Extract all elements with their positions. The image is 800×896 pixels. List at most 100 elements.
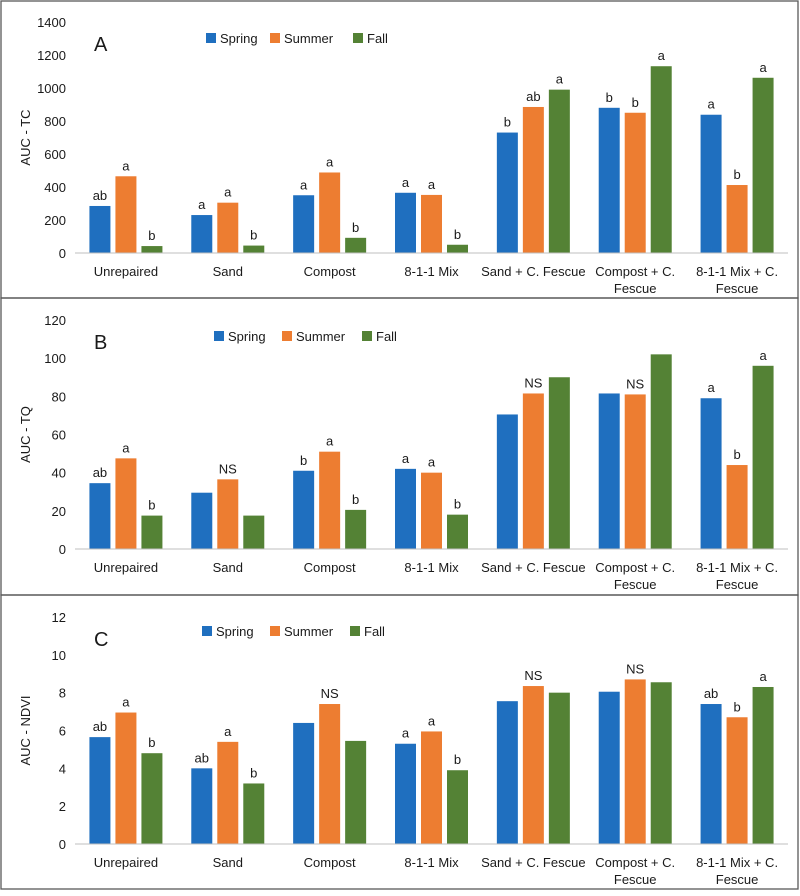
panel-a-bar-spring [89, 205, 111, 253]
panel-c-category-label: Compost [304, 855, 356, 870]
panel-a-category-label: Fescue [614, 281, 657, 296]
panel-a-category-label: Sand + C. Fescue [481, 264, 585, 279]
panel-c-ytick-label: 8 [59, 686, 66, 701]
panel-a-legend-swatch-spring [206, 33, 216, 43]
panel-b-bar-summer [217, 479, 239, 549]
panel-c-sig-label: NS [524, 668, 542, 683]
panel-a-sig-label: ab [93, 188, 107, 203]
panel-b-letter: B [94, 332, 107, 354]
panel-a-sig-label: b [733, 167, 740, 182]
panel-a-ytick-label: 1000 [37, 81, 66, 96]
panel-a-category-label: Compost + C. [595, 264, 675, 279]
panel-a-bar-summer [217, 202, 239, 253]
panel-a-sig-label: a [326, 154, 334, 169]
panel-a-bar-fall [548, 89, 570, 254]
panel-b-ytick-label: 40 [52, 466, 66, 481]
panel-b-legend-swatch-summer [282, 331, 292, 341]
panel-a-legend-label-spring: Spring [220, 31, 258, 46]
panel-b-legend-label-summer: Summer [296, 329, 346, 344]
panel-b-bar-summer [115, 458, 137, 549]
panel-c-category-label: Sand [213, 855, 243, 870]
panel-b-sig-label: ab [93, 465, 107, 480]
panel-c-sig-label: b [454, 752, 461, 767]
panel-c-ytick-label: 10 [52, 648, 66, 663]
panel-b-sig-label: NS [626, 376, 644, 391]
panel-c-bar-fall [345, 740, 367, 844]
panel-b-bar-summer [319, 451, 341, 549]
panel-a-ytick-label: 1200 [37, 48, 66, 63]
panel-c-sig-label: ab [195, 750, 209, 765]
panel-a-sig-label: b [148, 228, 155, 243]
panel-b-category-label: Compost [304, 560, 356, 575]
panel-b-sig-label: b [733, 447, 740, 462]
panel-b-ytick-label: 80 [52, 389, 66, 404]
panel-b-bar-fall [650, 354, 672, 549]
panel-b-ytick-label: 0 [59, 542, 66, 557]
panel-a-sig-label: b [504, 115, 511, 130]
panel-b-category-label: Sand [213, 560, 243, 575]
panel-a-category-label: 8-1-1 Mix [404, 264, 459, 279]
panel-b-ytick-label: 100 [44, 351, 66, 366]
panel-a-sig-label: a [428, 177, 436, 192]
panel-c-sig-label: NS [321, 686, 339, 701]
panel-b-legend-swatch-spring [214, 331, 224, 341]
panel-c-sig-label: a [402, 726, 410, 741]
panel-b-sig-label: b [300, 453, 307, 468]
panel-a-category-label: Sand [213, 264, 243, 279]
panel-a-category-label: Fescue [716, 281, 759, 296]
panel-a-category-label: Compost [304, 264, 356, 279]
panel-c-sig-label: ab [704, 686, 718, 701]
panel-a-bar-fall [650, 66, 672, 253]
panel-c-legend-label-fall: Fall [364, 624, 385, 639]
panel-a-bar-fall [447, 244, 468, 253]
panel-b-legend-swatch-fall [362, 331, 372, 341]
panel-b-bar-summer [421, 472, 442, 549]
panel-c-ytick-label: 2 [59, 799, 66, 814]
panel-b-sig-label: a [326, 434, 334, 449]
panel-c-ytick-label: 4 [59, 761, 66, 776]
panel-c-bar-spring [89, 737, 111, 844]
panel-c-category-label: Fescue [716, 872, 759, 887]
panel-a-bar-summer [624, 112, 646, 253]
panel-c-bar-fall [548, 692, 570, 844]
panel-a-sig-label: b [250, 228, 257, 243]
panel-b-bar-spring [598, 393, 620, 549]
panel-a-ytick-label: 800 [44, 114, 66, 129]
panel-b-legend-label-spring: Spring [228, 329, 266, 344]
panel-a-bar-spring [598, 107, 620, 253]
panel-a-sig-label: a [707, 97, 715, 112]
panel-b-category-label: Compost + C. [595, 560, 675, 575]
panel-b-category-label: Sand + C. Fescue [481, 560, 585, 575]
panel-c-bar-spring [293, 722, 315, 844]
panel-b-ytick-label: 20 [52, 504, 66, 519]
panel-b-category-label: Fescue [716, 577, 759, 592]
panel-a-sig-label: b [454, 227, 461, 242]
panel-b-bar-fall [548, 377, 570, 549]
panel-c-legend-swatch-spring [202, 626, 212, 636]
panel-b-category-label: 8-1-1 Mix [404, 560, 459, 575]
panel-c-sig-label: b [250, 765, 257, 780]
panel-b-ytick-label: 120 [44, 313, 66, 328]
panel-b-sig-label: NS [219, 461, 237, 476]
panel-c-category-label: Fescue [614, 872, 657, 887]
panel-a-bar-spring [496, 132, 518, 253]
panel-a-category-label: 8-1-1 Mix + C. [696, 264, 778, 279]
panel-c-ytick-label: 12 [52, 610, 66, 625]
panel-b-bar-fall [141, 515, 163, 549]
panel-b-bar-fall [243, 515, 265, 549]
panel-a-bar-summer [319, 172, 341, 253]
panel-c-ytick-label: 0 [59, 837, 66, 852]
panel-b-bar-spring [496, 414, 518, 549]
panel-a-legend-label-fall: Fall [367, 31, 388, 46]
panel-a-ytick-label: 600 [44, 147, 66, 162]
panel-c-sig-label: a [122, 695, 130, 710]
panel-c-bar-summer [217, 741, 239, 844]
panel-b-category-label: Fescue [614, 577, 657, 592]
panel-a-sig-label: b [352, 220, 359, 235]
panel-a-ytick-label: 400 [44, 180, 66, 195]
panel-c-bar-summer [624, 679, 646, 844]
panel-b-sig-label: a [402, 451, 410, 466]
panel-c-bar-fall [447, 770, 468, 844]
panel-b-legend-label-fall: Fall [376, 329, 397, 344]
